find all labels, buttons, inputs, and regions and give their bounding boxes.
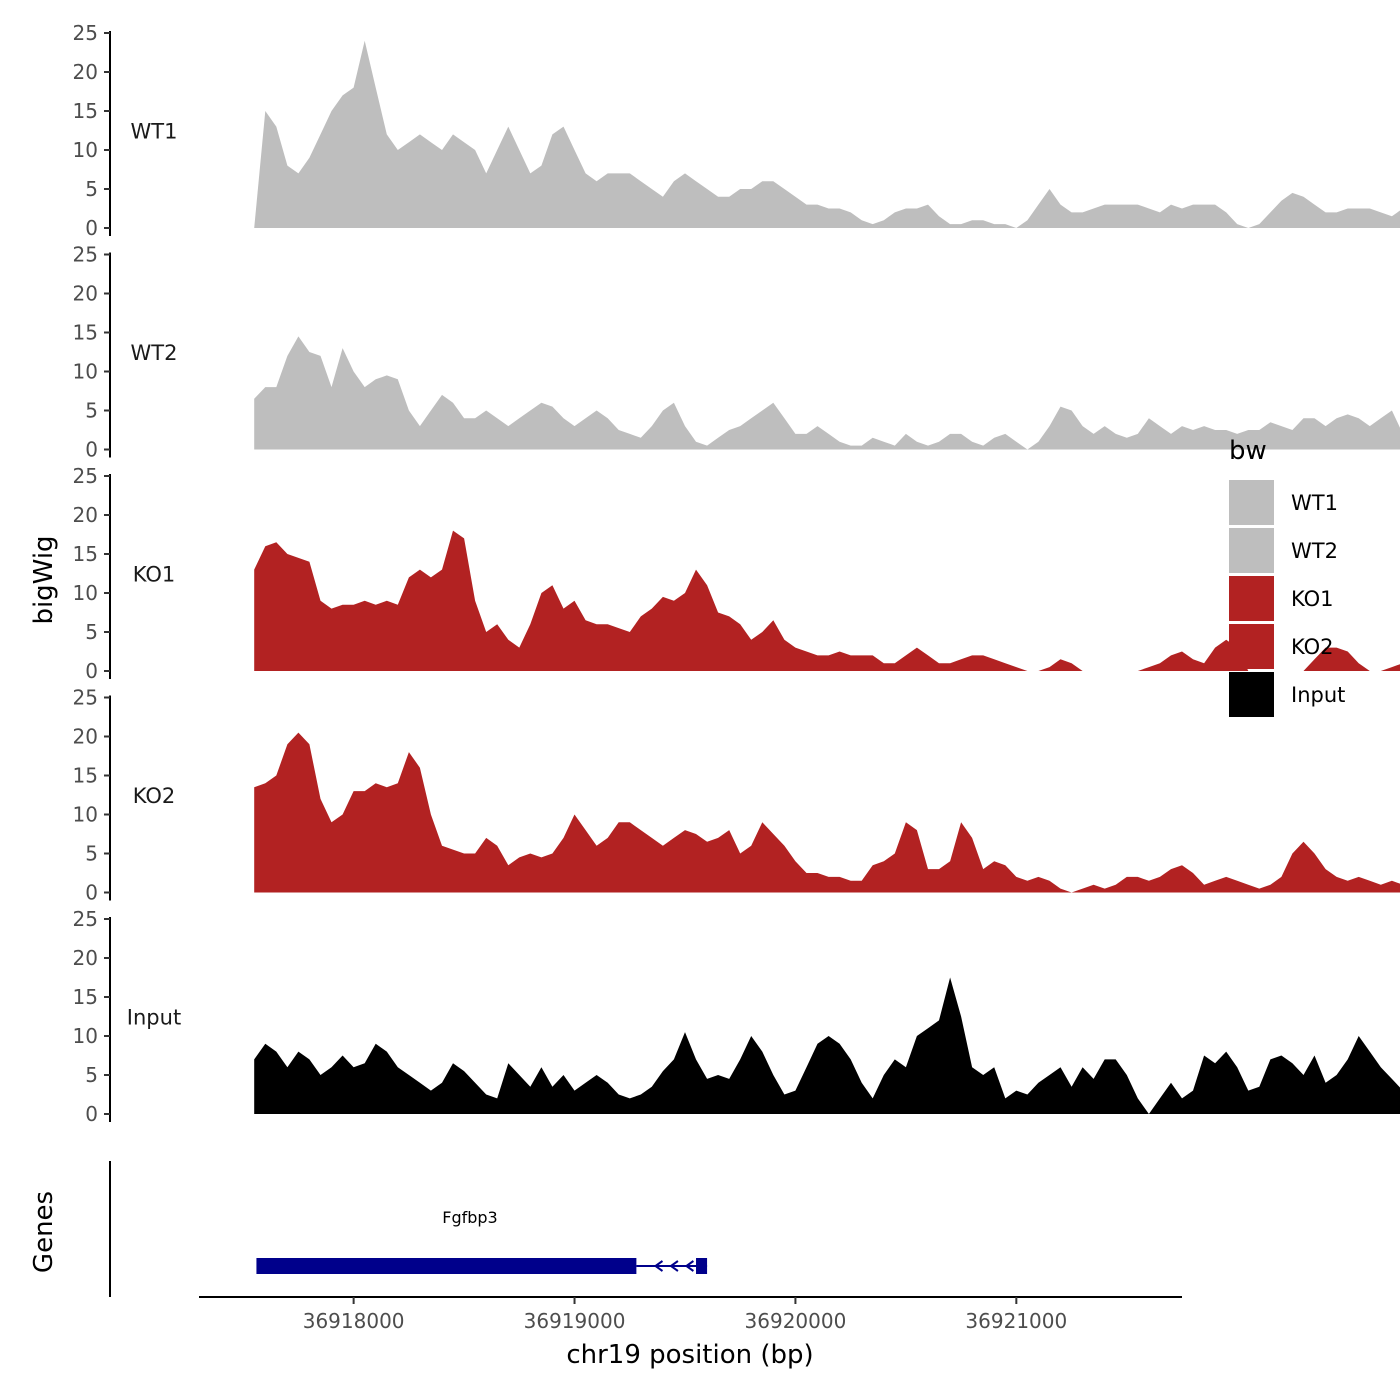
legend-key-wt1: [1229, 480, 1274, 525]
legend-key-ko2: [1229, 624, 1274, 669]
legend-key-input: [1229, 672, 1274, 717]
x-tick-label: 36919000: [524, 1309, 626, 1333]
y-tick-label: 5: [85, 1063, 98, 1087]
legend-label-input: Input: [1291, 683, 1345, 707]
y-tick-label: 20: [73, 282, 98, 306]
area-series-ko1: [254, 530, 1400, 671]
legend-label-wt1: WT1: [1291, 491, 1338, 515]
y-tick-label: 15: [73, 542, 98, 566]
y-tick-label: 25: [73, 243, 98, 267]
area-series-wt2: [254, 336, 1400, 450]
strand-arrow: [653, 1260, 664, 1272]
legend-label-ko1: KO1: [1291, 587, 1334, 611]
area-series-wt1: [254, 40, 1400, 228]
y-tick-label: 10: [73, 1024, 98, 1048]
track-label-ko1: KO1: [133, 563, 176, 587]
strand-arrow: [669, 1260, 679, 1272]
x-tick-label: 36918000: [303, 1309, 405, 1333]
track-input: 0 5 10 15 20 25 Input: [73, 907, 1400, 1126]
legend-label-ko2: KO2: [1291, 635, 1334, 659]
genes-track-title: Genes: [29, 1191, 59, 1273]
legend-label-wt2: WT2: [1291, 539, 1338, 563]
coverage-tracks: 0510152025WT10510152025WT20510152025KO10…: [73, 21, 1400, 1126]
y-tick-label: 20: [73, 725, 98, 749]
y-tick-label: 20: [73, 60, 98, 84]
y-tick-label: 0: [85, 1102, 98, 1126]
y-tick-label: 5: [85, 399, 98, 423]
track-label-wt2: WT2: [131, 341, 178, 365]
y-tick-label: 0: [85, 438, 98, 462]
x-axis-title: chr19 position (bp): [566, 1340, 813, 1370]
y-tick-label: 10: [73, 581, 98, 605]
y-tick-label: 5: [85, 177, 98, 201]
area-series-ko2: [254, 732, 1400, 893]
x-axis: 36918000 36919000 36920000 36921000: [199, 1296, 1182, 1333]
x-tick-label: 36920000: [745, 1309, 847, 1333]
track-label-ko2: KO2: [133, 784, 176, 808]
y-tick-label: 25: [73, 686, 98, 710]
track-wt2: 0 5 10 15 20 25 WT2: [73, 243, 1400, 462]
y-tick-label: 15: [73, 764, 98, 788]
y-tick-label: 0: [85, 216, 98, 240]
legend-key-wt2: [1229, 528, 1274, 573]
genes-track: Fgfbp3: [109, 1161, 708, 1297]
gene-exon-block: [256, 1258, 637, 1274]
y-tick-label: 10: [73, 803, 98, 827]
y-tick-label: 20: [73, 946, 98, 970]
y-tick-label: 0: [85, 881, 98, 905]
legend: bw WT1 WT2 KO1 KO2 Input: [1229, 436, 1345, 717]
y-tick-label: 15: [73, 321, 98, 345]
y-tick-label: 10: [73, 138, 98, 162]
legend-title: bw: [1229, 436, 1267, 466]
track-label-input: Input: [127, 1006, 181, 1030]
area-series-input: [254, 977, 1400, 1114]
y-tick-label: 15: [73, 99, 98, 123]
x-tick-label: 36921000: [965, 1309, 1067, 1333]
y-tick-label: 0: [85, 659, 98, 683]
track-wt1: 0 5 10 15 20 25 WT1: [73, 21, 1400, 240]
y-tick-label: 10: [73, 360, 98, 384]
legend-key-ko1: [1229, 576, 1274, 621]
gene-exon-small: [696, 1258, 708, 1274]
gene-label-fgfbp3: Fgfbp3: [442, 1208, 497, 1227]
y-tick-label: 15: [73, 985, 98, 1009]
y-tick-label: 25: [73, 464, 98, 488]
track-ko1: 0 5 10 15 20 25 KO1: [73, 464, 1400, 683]
y-tick-label: 20: [73, 503, 98, 527]
y-tick-label: 25: [73, 907, 98, 931]
y-axis-title: bigWig: [29, 535, 59, 624]
y-tick-label: 5: [85, 620, 98, 644]
track-label-wt1: WT1: [131, 120, 178, 144]
track-ko2: 0 5 10 15 20 25 KO2: [73, 686, 1400, 905]
y-tick-label: 25: [73, 21, 98, 45]
strand-arrow: [684, 1260, 694, 1272]
y-tick-label: 5: [85, 842, 98, 866]
